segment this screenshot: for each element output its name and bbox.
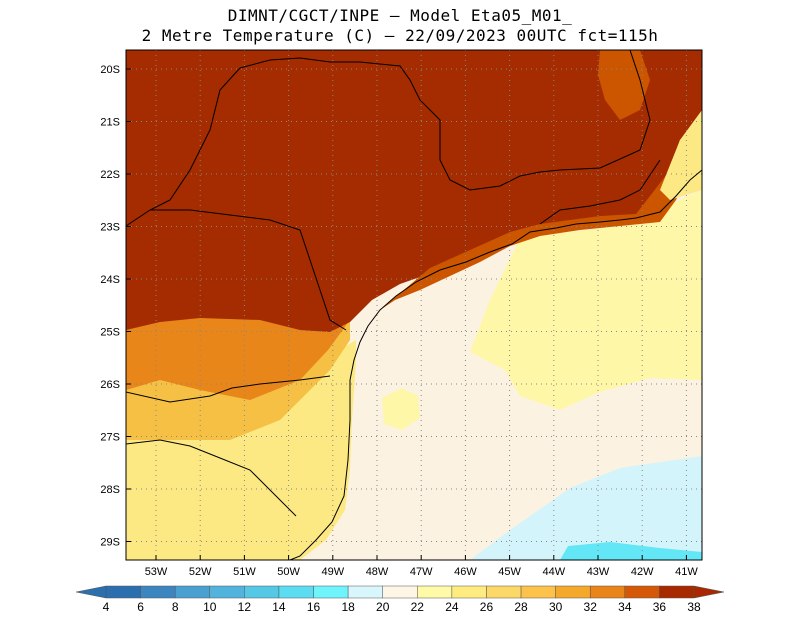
colorbar-label: 22 — [411, 600, 425, 614]
lon-label: 48W — [366, 566, 389, 578]
lat-label: 24S — [100, 274, 120, 286]
land-warm-fringe — [380, 120, 702, 310]
lat-label: 29S — [100, 537, 120, 549]
colorbar-segment — [659, 585, 695, 599]
coastal-yellow-strip — [660, 110, 702, 200]
colorbar-segment — [105, 585, 141, 599]
colorbar-segment — [140, 585, 176, 599]
lon-label: 49W — [321, 566, 344, 578]
border-sc-rs — [126, 439, 297, 517]
lat-label: 22S — [100, 169, 120, 181]
lon-label: 43W — [587, 566, 610, 578]
colorbar-segment — [451, 585, 487, 599]
lat-label: 28S — [100, 484, 120, 496]
longitude-labels: 53W 52W 51W 50W 49W 48W 47W 46W 45W 44W 43W 42W 41W — [145, 555, 698, 578]
lat-label: 21S — [100, 117, 120, 129]
latitude-labels: 20S 21S 22S 23S 24S 25S 26S 27S 28S 29S — [100, 64, 131, 549]
border-pr-north — [150, 209, 347, 331]
colorbar-label: 6 — [137, 600, 144, 614]
lon-label: 41W — [675, 566, 698, 578]
lat-label: 25S — [100, 327, 120, 339]
colorbar-segment — [486, 585, 522, 599]
lat-label: 23S — [100, 222, 120, 234]
colorbar-label: 38 — [687, 600, 701, 614]
lon-label: 44W — [542, 566, 565, 578]
colorbar-label: 34 — [618, 600, 632, 614]
colorbar-label: 24 — [445, 600, 459, 614]
colorbar-segment — [417, 585, 453, 599]
lon-label: 52W — [189, 566, 212, 578]
colorbar-segment — [589, 585, 626, 599]
lat-label: 26S — [100, 379, 120, 391]
colorbar-label: 18 — [341, 600, 355, 614]
colorbar-segment — [174, 585, 211, 599]
colorbar-label: 12 — [238, 600, 252, 614]
lon-label: 45W — [498, 566, 521, 578]
cold-cyan-zone — [560, 542, 702, 560]
colorbar-label: 30 — [549, 600, 563, 614]
colorbar-segment — [382, 585, 418, 599]
border-sp-mg — [239, 50, 651, 191]
lat-label: 20S — [100, 64, 120, 76]
colorbar-segment — [313, 585, 349, 599]
lon-label: 46W — [454, 566, 477, 578]
colorbar-label: 14 — [272, 600, 286, 614]
colorbar-left-arrow — [75, 585, 107, 599]
colorbar-label: 28 — [514, 600, 528, 614]
offshore-yellow-zone — [470, 190, 702, 410]
colorbar-segment — [278, 585, 314, 599]
colorbar-segment — [624, 585, 660, 599]
land-hot-zone — [126, 50, 702, 332]
colorbar-label: 8 — [172, 600, 179, 614]
colorbar-label: 36 — [653, 600, 667, 614]
colorbar-segment — [520, 585, 556, 599]
lon-label: 53W — [145, 566, 168, 578]
colorbar-label: 4 — [103, 600, 110, 614]
offshore-yellow-blob — [382, 388, 420, 430]
border-pr-sc — [126, 375, 331, 403]
grid-lines — [126, 50, 702, 560]
lon-label: 47W — [410, 566, 433, 578]
lon-label: 51W — [233, 566, 256, 578]
map-title-line-1: DIMNT/CGCT/INPE – Model Eta05_M01_ — [227, 6, 573, 25]
lat-label: 27S — [100, 432, 120, 444]
border-rj — [539, 159, 661, 225]
colorbar-label: 26 — [480, 600, 494, 614]
colorbar-segment — [347, 585, 383, 599]
cool-cyan-zone — [470, 456, 702, 560]
colorbar: 4 6 8 10 12 14 16 18 20 22 24 26 28 30 32 34 36 38 — [75, 585, 725, 614]
land-warm-highlands — [598, 50, 650, 120]
temperature-field — [126, 50, 702, 560]
colorbar-right-arrow — [693, 585, 725, 599]
colorbar-label: 10 — [203, 600, 217, 614]
colorbar-label: 16 — [307, 600, 321, 614]
plot-frame — [125, 49, 703, 561]
colorbar-label: 32 — [584, 600, 598, 614]
colorbar-segment — [555, 585, 591, 599]
colorbar-label: 20 — [376, 600, 390, 614]
lon-label: 42W — [631, 566, 654, 578]
coastline — [289, 169, 702, 560]
map-title-line-2: 2 Metre Temperature (C) – 22/09/2023 00U… — [141, 26, 659, 45]
borders — [126, 50, 702, 560]
lon-label: 50W — [277, 566, 300, 578]
colorbar-segment — [244, 585, 280, 599]
colorbar-segment — [209, 585, 245, 599]
